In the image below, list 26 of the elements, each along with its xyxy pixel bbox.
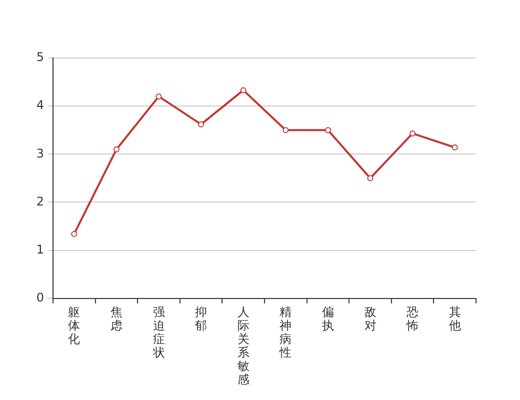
x-tick-label: 偏执 xyxy=(322,305,334,333)
point xyxy=(452,144,458,150)
point xyxy=(324,127,331,134)
x-tick-label: 躯体化 xyxy=(68,305,80,346)
point xyxy=(71,230,78,237)
point xyxy=(410,130,416,136)
point xyxy=(282,127,289,134)
y-tick-label: 4 xyxy=(36,98,44,112)
y-tick-label: 1 xyxy=(36,242,44,256)
point xyxy=(240,87,246,94)
y-tick-label: 2 xyxy=(36,194,44,208)
point xyxy=(198,121,204,128)
x-tick-label: 敌对 xyxy=(364,305,376,333)
x-tick-label: 焦虑 xyxy=(110,305,122,333)
x-tick-label: 其他 xyxy=(448,305,461,333)
x-tick-label: 恐怖 xyxy=(406,305,419,333)
x-tick-label: 精神病性 xyxy=(278,305,292,360)
point xyxy=(367,175,374,182)
x-tick-label: 人际关系敏感 xyxy=(237,305,250,386)
point xyxy=(156,93,162,100)
y-tick-label: 0 xyxy=(36,290,44,304)
point xyxy=(113,146,120,152)
x-tick-label: 抑郁 xyxy=(195,305,208,333)
y-tick-label: 3 xyxy=(36,146,44,160)
x-tick-label: 强迫症状 xyxy=(152,305,165,360)
y-tick-label: 5 xyxy=(36,50,44,64)
